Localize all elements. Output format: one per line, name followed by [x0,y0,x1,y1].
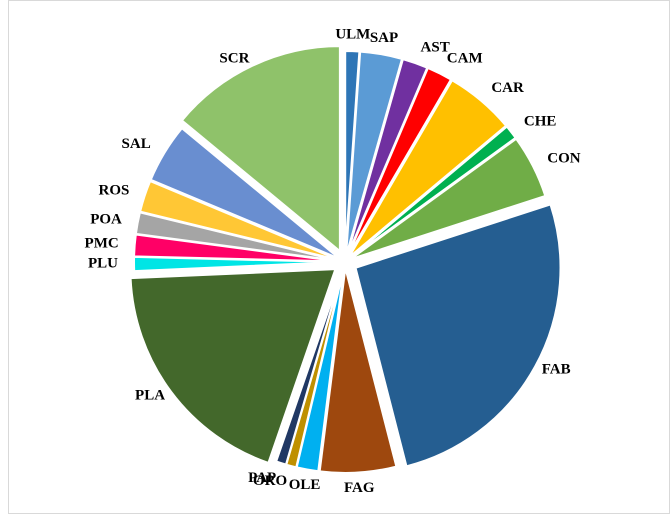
pie-slice [348,78,508,259]
slice-label: CON [547,150,581,166]
pie-slice [180,45,341,254]
slice-label: POA [90,212,122,228]
slice-label: PAP [248,470,276,486]
slice-label: SCR [219,50,249,66]
pie-slice [349,125,517,260]
slice-label: OLE [289,477,321,493]
pie-slice [345,50,404,257]
slice-label: AST [421,39,450,55]
slice-label: FAB [542,362,571,378]
slice-label: CHE [524,114,557,130]
slice-label: FAG [344,480,375,496]
slice-label: CAM [447,51,483,67]
pie-slice [318,267,398,474]
pie-slice [349,137,547,261]
pie-slice [138,179,340,262]
slice-label: PLA [135,388,165,404]
slice-label: CAR [491,80,524,96]
slice-label: ULM [335,27,370,43]
slice-label: PMC [85,236,119,252]
pie-slice [149,126,341,260]
pie-slice [274,267,345,466]
slice-label: SAP [370,30,398,46]
pie-slice [129,268,337,465]
slice-label: PLU [88,256,118,272]
pie-slice [354,203,562,468]
slice-label: SAL [122,136,151,152]
slice-label: ORO [253,473,287,489]
slice-label: ROS [98,183,129,199]
pie-slice [346,66,453,258]
